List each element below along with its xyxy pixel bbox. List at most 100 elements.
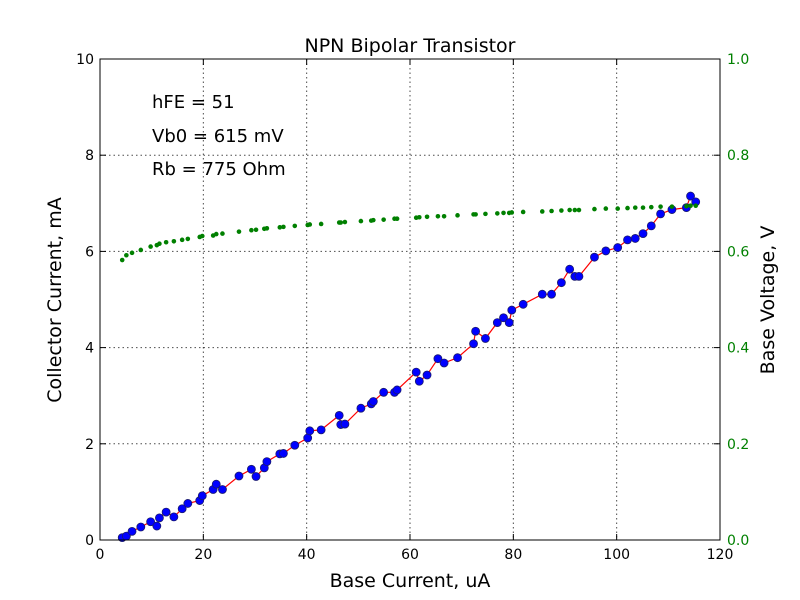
collector-current-point	[251, 472, 261, 481]
base-voltage-point	[520, 209, 526, 215]
collector-current-point	[305, 426, 315, 436]
base-voltage-point	[253, 227, 259, 233]
annotation-vb0: Vb0 = 615 mV	[152, 126, 284, 147]
base-voltage-point	[417, 214, 422, 220]
collector-current-point	[646, 221, 656, 231]
collector-current-point	[279, 449, 288, 458]
base-voltage-point	[572, 207, 578, 213]
collector-current-point	[246, 464, 256, 474]
base-voltage-point	[559, 208, 564, 213]
base-voltage-point	[220, 231, 225, 236]
collector-current-point	[218, 485, 227, 494]
collector-current-point	[518, 299, 528, 309]
annotation-hfe: hFE = 51	[152, 92, 235, 113]
base-voltage-point	[292, 223, 298, 229]
base-voltage-point	[124, 252, 129, 258]
base-voltage-point	[179, 237, 185, 243]
base-voltage-point	[603, 206, 609, 211]
collector-current-point	[565, 264, 575, 274]
collector-current-point	[537, 289, 547, 299]
base-voltage-point	[615, 206, 620, 211]
collector-current-point	[504, 318, 514, 327]
base-voltage-point	[213, 231, 219, 237]
y-left-tick-label: 0	[85, 533, 94, 549]
base-voltage-point	[381, 217, 386, 222]
base-voltage-point	[249, 227, 254, 233]
base-voltage-point	[171, 238, 177, 244]
chart-title: NPN Bipolar Transistor	[305, 35, 516, 57]
base-voltage-point	[576, 207, 582, 213]
base-voltage-point	[148, 244, 153, 249]
base-voltage-point	[567, 207, 572, 213]
base-voltage-point	[185, 236, 191, 242]
base-voltage-point	[495, 211, 500, 216]
collector-current-point	[392, 385, 402, 395]
base-voltage-point	[640, 205, 646, 210]
base-voltage-point	[632, 205, 638, 210]
base-voltage-point	[435, 213, 441, 219]
collector-current-point	[303, 433, 313, 443]
base-voltage-point	[236, 229, 242, 234]
base-voltage-point	[264, 226, 270, 231]
y-right-tick-label: 0.0	[727, 533, 749, 549]
base-voltage-point	[592, 206, 597, 212]
y-axis-label-left: Collector Current, mA	[44, 197, 66, 402]
base-voltage-point	[648, 204, 654, 210]
collector-current-point	[623, 235, 632, 245]
y-left-tick-label: 4	[85, 341, 94, 357]
collector-current-point	[211, 479, 221, 489]
collector-current-point	[471, 326, 481, 336]
x-axis-label: Base Current, uA	[330, 570, 491, 592]
collector-current-point	[197, 491, 207, 501]
base-voltage-point	[688, 203, 693, 209]
collector-current-point	[334, 411, 344, 420]
base-voltage-point	[307, 222, 313, 227]
y-right-tick-label: 0.6	[727, 244, 749, 260]
collector-current-point	[356, 403, 366, 413]
collector-current-point	[183, 499, 193, 508]
collector-current-point	[507, 305, 517, 315]
x-tick-label: 20	[194, 547, 212, 563]
collector-current-point	[656, 209, 665, 219]
y-left-tick-label: 8	[85, 148, 94, 164]
base-voltage-point	[157, 241, 162, 247]
collector-current-point	[556, 278, 566, 288]
collector-current-point	[574, 272, 584, 281]
collector-current-point	[492, 318, 502, 327]
y-axis-label-right: Base Voltage, V	[757, 226, 779, 375]
base-voltage-point	[342, 219, 348, 225]
y-left-tick-label: 2	[85, 437, 94, 453]
collector-current-point	[411, 367, 421, 377]
collector-current-point	[601, 246, 611, 256]
collector-current-point	[481, 334, 490, 343]
annotation-rb: Rb = 775 Ohm	[152, 159, 286, 180]
collector-current-point	[547, 289, 556, 299]
collector-current-point	[686, 191, 695, 201]
collector-current-point	[136, 522, 146, 532]
base-voltage-point	[473, 212, 478, 217]
axis-ticks: 0 20 40 60 80 100 120 0 2 4 6 8 10 0.0 0.2 0.4 0.6 0.8 1.0	[76, 52, 749, 563]
collector-current-point	[638, 229, 648, 239]
base-voltage-point	[338, 220, 344, 225]
collector-current-point	[469, 339, 478, 349]
base-voltage-point	[200, 233, 205, 239]
collector-current-point	[262, 457, 272, 466]
collector-current-point	[155, 513, 164, 523]
collector-current-point	[290, 440, 300, 450]
base-voltage-point	[318, 221, 324, 227]
base-voltage-point	[129, 250, 135, 256]
collector-current-point	[177, 504, 187, 514]
collector-current-point	[340, 419, 350, 429]
base-voltage-point	[549, 208, 554, 214]
y-left-tick-label: 10	[76, 52, 94, 68]
base-voltage-point	[424, 214, 430, 220]
collector-current-point	[439, 358, 449, 368]
x-tick-label: 80	[504, 547, 522, 563]
collector-current-point	[613, 243, 623, 252]
base-voltage-point	[277, 225, 283, 230]
y-right-tick-label: 0.8	[727, 148, 749, 164]
collector-current-point	[414, 376, 424, 386]
base-voltage-point	[501, 210, 506, 216]
base-voltage-point	[658, 204, 663, 209]
